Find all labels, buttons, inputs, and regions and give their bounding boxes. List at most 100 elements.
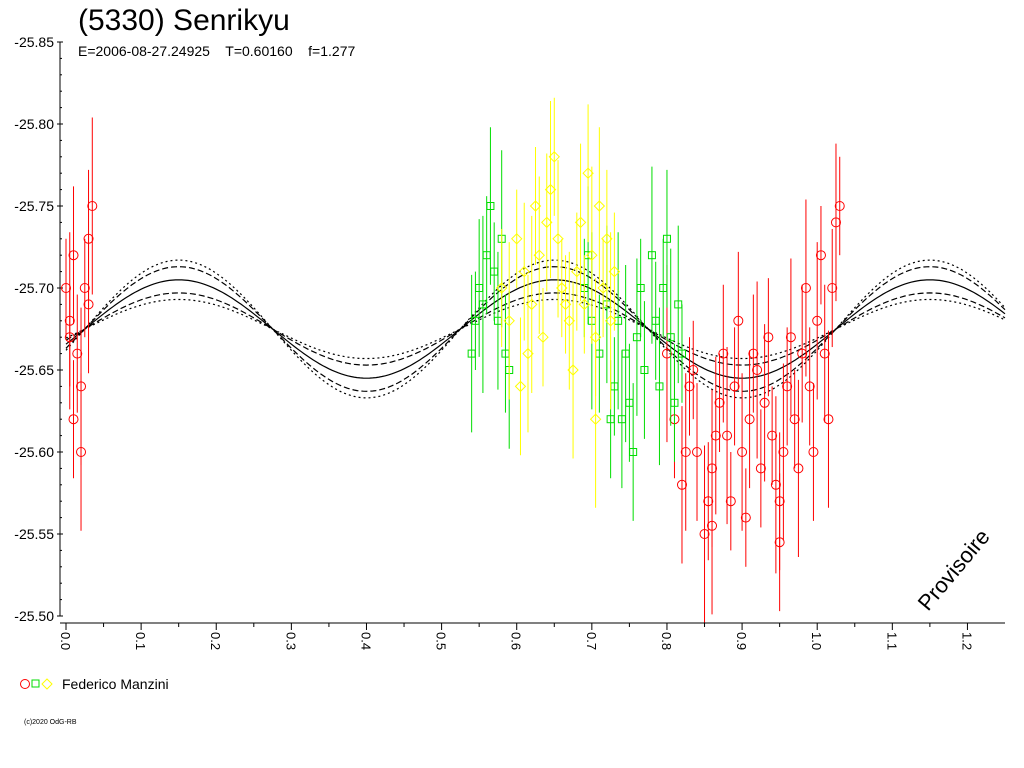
data-point-circle xyxy=(789,414,800,425)
data-point-square xyxy=(629,448,638,456)
data-point-circle xyxy=(834,201,845,211)
data-point-circle xyxy=(692,447,703,457)
data-point-circle xyxy=(785,332,796,343)
period-label: T=0.60160 xyxy=(225,43,293,59)
data-point-circle xyxy=(823,414,834,425)
data-point-diamond xyxy=(589,413,602,425)
square-marker-icon xyxy=(31,679,40,688)
chart-title: (5330) Senrikyu xyxy=(78,4,290,37)
data-point-circle xyxy=(740,512,751,523)
data-point-diamond xyxy=(548,151,560,163)
y-tick-label: -25.55 xyxy=(14,526,54,542)
data-point-square xyxy=(647,251,656,260)
data-point-circle xyxy=(782,381,793,392)
fit-curve-upper xyxy=(65,266,1006,392)
data-point-square xyxy=(636,284,645,292)
data-point-diamond xyxy=(514,380,527,393)
data-point-circle xyxy=(755,463,766,474)
legend-symbols xyxy=(20,678,53,690)
data-point-circle xyxy=(774,537,785,548)
data-point-circle xyxy=(710,430,721,441)
data-point-square xyxy=(670,398,679,407)
x-tick-label: 1.1 xyxy=(884,632,899,650)
data-point-circle xyxy=(661,348,672,359)
data-point-circle xyxy=(714,397,725,408)
data-point-diamond xyxy=(593,200,606,212)
epoch-label: E=2006-08-27.24925 xyxy=(78,43,210,59)
data-point-diamond xyxy=(578,298,591,311)
x-tick-label: 1.2 xyxy=(959,632,974,650)
fit-curve-main xyxy=(65,279,1006,379)
data-point-diamond xyxy=(608,265,621,278)
data-point-circle xyxy=(722,430,733,441)
data-point-circle xyxy=(718,348,729,359)
chart-subtitle: E=2006-08-27.24925 T=0.60160 f=1.277 xyxy=(78,43,355,59)
data-point-circle xyxy=(64,332,75,343)
data-point-circle xyxy=(767,430,778,441)
data-point-circle xyxy=(729,381,740,392)
data-point-diamond xyxy=(552,233,564,245)
data-point-circle xyxy=(793,463,804,474)
data-points xyxy=(61,97,845,623)
x-tick-label: 0.8 xyxy=(659,632,674,650)
data-point-diamond xyxy=(537,331,549,343)
data-point-circle xyxy=(763,332,774,343)
data-point-circle xyxy=(759,397,770,408)
data-point-circle xyxy=(707,520,718,531)
data-point-circle xyxy=(737,447,748,457)
x-tick-label: 0.0 xyxy=(58,632,73,650)
y-tick-label: -25.80 xyxy=(14,116,54,132)
data-point-square xyxy=(677,349,686,358)
x-tick-label: 0.6 xyxy=(509,632,524,650)
data-point-circle xyxy=(819,348,830,359)
diamond-marker-icon xyxy=(41,678,53,690)
y-tick-label: -25.60 xyxy=(14,444,54,460)
y-tick-label: -25.50 xyxy=(14,608,54,624)
data-point-diamond xyxy=(503,315,515,327)
legend: Federico Manzini xyxy=(18,675,169,693)
data-point-circle xyxy=(72,348,83,359)
data-point-circle xyxy=(688,365,699,375)
data-point-diamond xyxy=(495,282,508,294)
data-point-circle xyxy=(808,447,819,457)
data-point-diamond xyxy=(522,347,534,360)
data-point-circle xyxy=(699,529,710,539)
y-tick-labels: -25.85 -25.80 -25.75 -25.70 -25.65 -25.60 -25.… xyxy=(14,34,54,624)
factor-label: f=1.277 xyxy=(308,43,356,59)
fit-curve-lower xyxy=(65,292,1006,366)
data-point-diamond xyxy=(518,265,530,278)
x-tick-label: 0.1 xyxy=(133,632,148,650)
data-point-circle xyxy=(684,381,695,392)
data-point-circle xyxy=(812,315,823,326)
data-point-diamond xyxy=(511,233,523,245)
fit-curves xyxy=(65,259,1006,399)
data-point-square xyxy=(640,366,649,374)
provisional-watermark: Provisoire xyxy=(913,524,995,615)
y-tick-label: -25.85 xyxy=(14,34,54,50)
data-point-circle xyxy=(61,283,71,293)
data-point-square xyxy=(662,234,671,243)
data-point-circle xyxy=(703,496,714,507)
data-point-circle xyxy=(676,479,687,490)
fit-curve-upper-outer xyxy=(65,259,1006,399)
x-tick-label: 0.9 xyxy=(734,632,749,650)
legend-observer: Federico Manzini xyxy=(62,676,169,692)
data-point-circle xyxy=(725,496,736,507)
data-point-diamond xyxy=(533,249,545,261)
data-point-diamond xyxy=(559,298,572,311)
data-point-circle xyxy=(827,283,838,293)
x-tick-label: 1.0 xyxy=(809,632,824,650)
x-tick-label: 0.3 xyxy=(283,632,298,650)
x-tick-label: 0.5 xyxy=(434,632,449,650)
y-tick-label: -25.65 xyxy=(14,362,54,378)
data-point-square xyxy=(666,333,675,342)
data-point-diamond xyxy=(574,216,587,229)
data-point-diamond xyxy=(586,249,598,261)
data-point-circle xyxy=(804,381,815,392)
data-point-circle xyxy=(744,414,755,425)
data-point-circle xyxy=(770,479,781,490)
data-point-circle xyxy=(733,315,744,326)
x-tick-label: 0.4 xyxy=(358,632,373,650)
axes xyxy=(57,41,1005,630)
